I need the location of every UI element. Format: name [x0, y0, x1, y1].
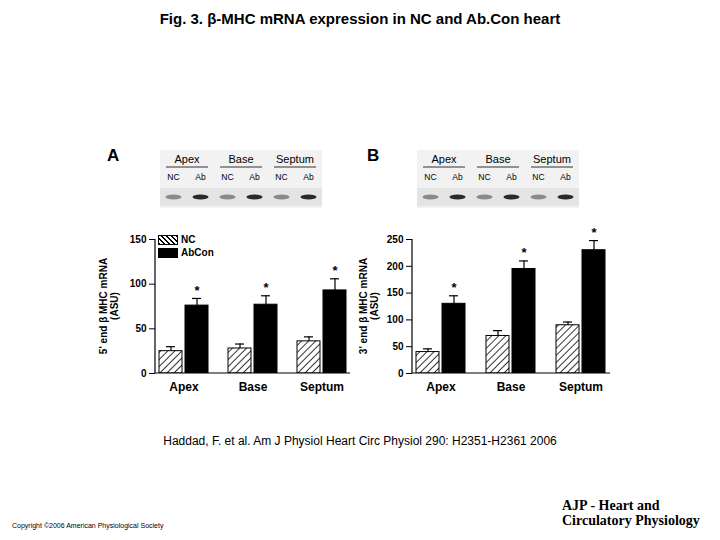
svg-text:*: *: [451, 280, 457, 295]
svg-text:Ab: Ab: [452, 172, 463, 182]
svg-text:Apex: Apex: [174, 153, 200, 165]
svg-text:NC: NC: [221, 172, 233, 182]
svg-text:50: 50: [392, 341, 404, 352]
svg-text:NC: NC: [532, 172, 544, 182]
svg-text:0: 0: [398, 368, 404, 379]
svg-text:*: *: [332, 263, 338, 278]
svg-text:Base: Base: [239, 380, 268, 394]
svg-text:Septum: Septum: [300, 380, 344, 394]
svg-text:*: *: [263, 280, 269, 295]
svg-text:150: 150: [130, 234, 147, 245]
svg-text:NC: NC: [167, 172, 179, 182]
html-text:Copyright ©2006 American Physi: Copyright ©2006 American Physiological S…: [12, 522, 164, 529]
svg-text:NC: NC: [424, 172, 436, 182]
svg-text:Base: Base: [485, 153, 510, 165]
html-text:AbCon: AbCon: [181, 247, 214, 258]
svg-text:*: *: [521, 245, 527, 260]
svg-text:NC: NC: [275, 172, 287, 182]
svg-text:Septum: Septum: [533, 153, 571, 165]
svg-text:Septum: Septum: [559, 380, 603, 394]
svg-text:250: 250: [387, 234, 404, 245]
svg-text:50: 50: [135, 323, 147, 334]
svg-text:Apex: Apex: [431, 153, 457, 165]
html-text:AJP - Heart and: AJP - Heart and: [562, 498, 660, 513]
svg-text:*: *: [194, 283, 200, 298]
svg-text:150: 150: [387, 287, 404, 298]
html-text:Circulatory Physiology: Circulatory Physiology: [562, 513, 700, 528]
html-text:NC: NC: [181, 234, 196, 245]
svg-text:*: *: [591, 225, 597, 240]
svg-text:Septum: Septum: [276, 153, 314, 165]
svg-text:Apex: Apex: [426, 380, 456, 394]
html-text:Fig. 3. β-MHC mRNA expression: Fig. 3. β-MHC mRNA expression in NC and …: [159, 10, 561, 27]
html-text:Haddad, F. et al. Am J Physiol: Haddad, F. et al. Am J Physiol Heart Cir…: [163, 434, 557, 448]
html-text:B: B: [367, 146, 380, 165]
svg-text:0: 0: [141, 368, 147, 379]
svg-text:100: 100: [130, 278, 147, 289]
html-text:A: A: [107, 146, 120, 165]
svg-text:NC: NC: [478, 172, 490, 182]
svg-text:Ab: Ab: [249, 172, 260, 182]
svg-text:Ab: Ab: [195, 172, 206, 182]
svg-text:Base: Base: [497, 380, 526, 394]
svg-text:Apex: Apex: [169, 380, 199, 394]
svg-text:Ab: Ab: [506, 172, 517, 182]
svg-text:Ab: Ab: [303, 172, 314, 182]
svg-text:3' end β MHC mRNA(ASU): 3' end β MHC mRNA(ASU): [358, 258, 380, 354]
svg-text:Base: Base: [228, 153, 253, 165]
svg-text:Ab: Ab: [560, 172, 571, 182]
svg-text:5' end β MHC mRNA(ASU): 5' end β MHC mRNA(ASU): [98, 258, 120, 354]
svg-text:200: 200: [387, 261, 404, 272]
svg-text:100: 100: [387, 314, 404, 325]
